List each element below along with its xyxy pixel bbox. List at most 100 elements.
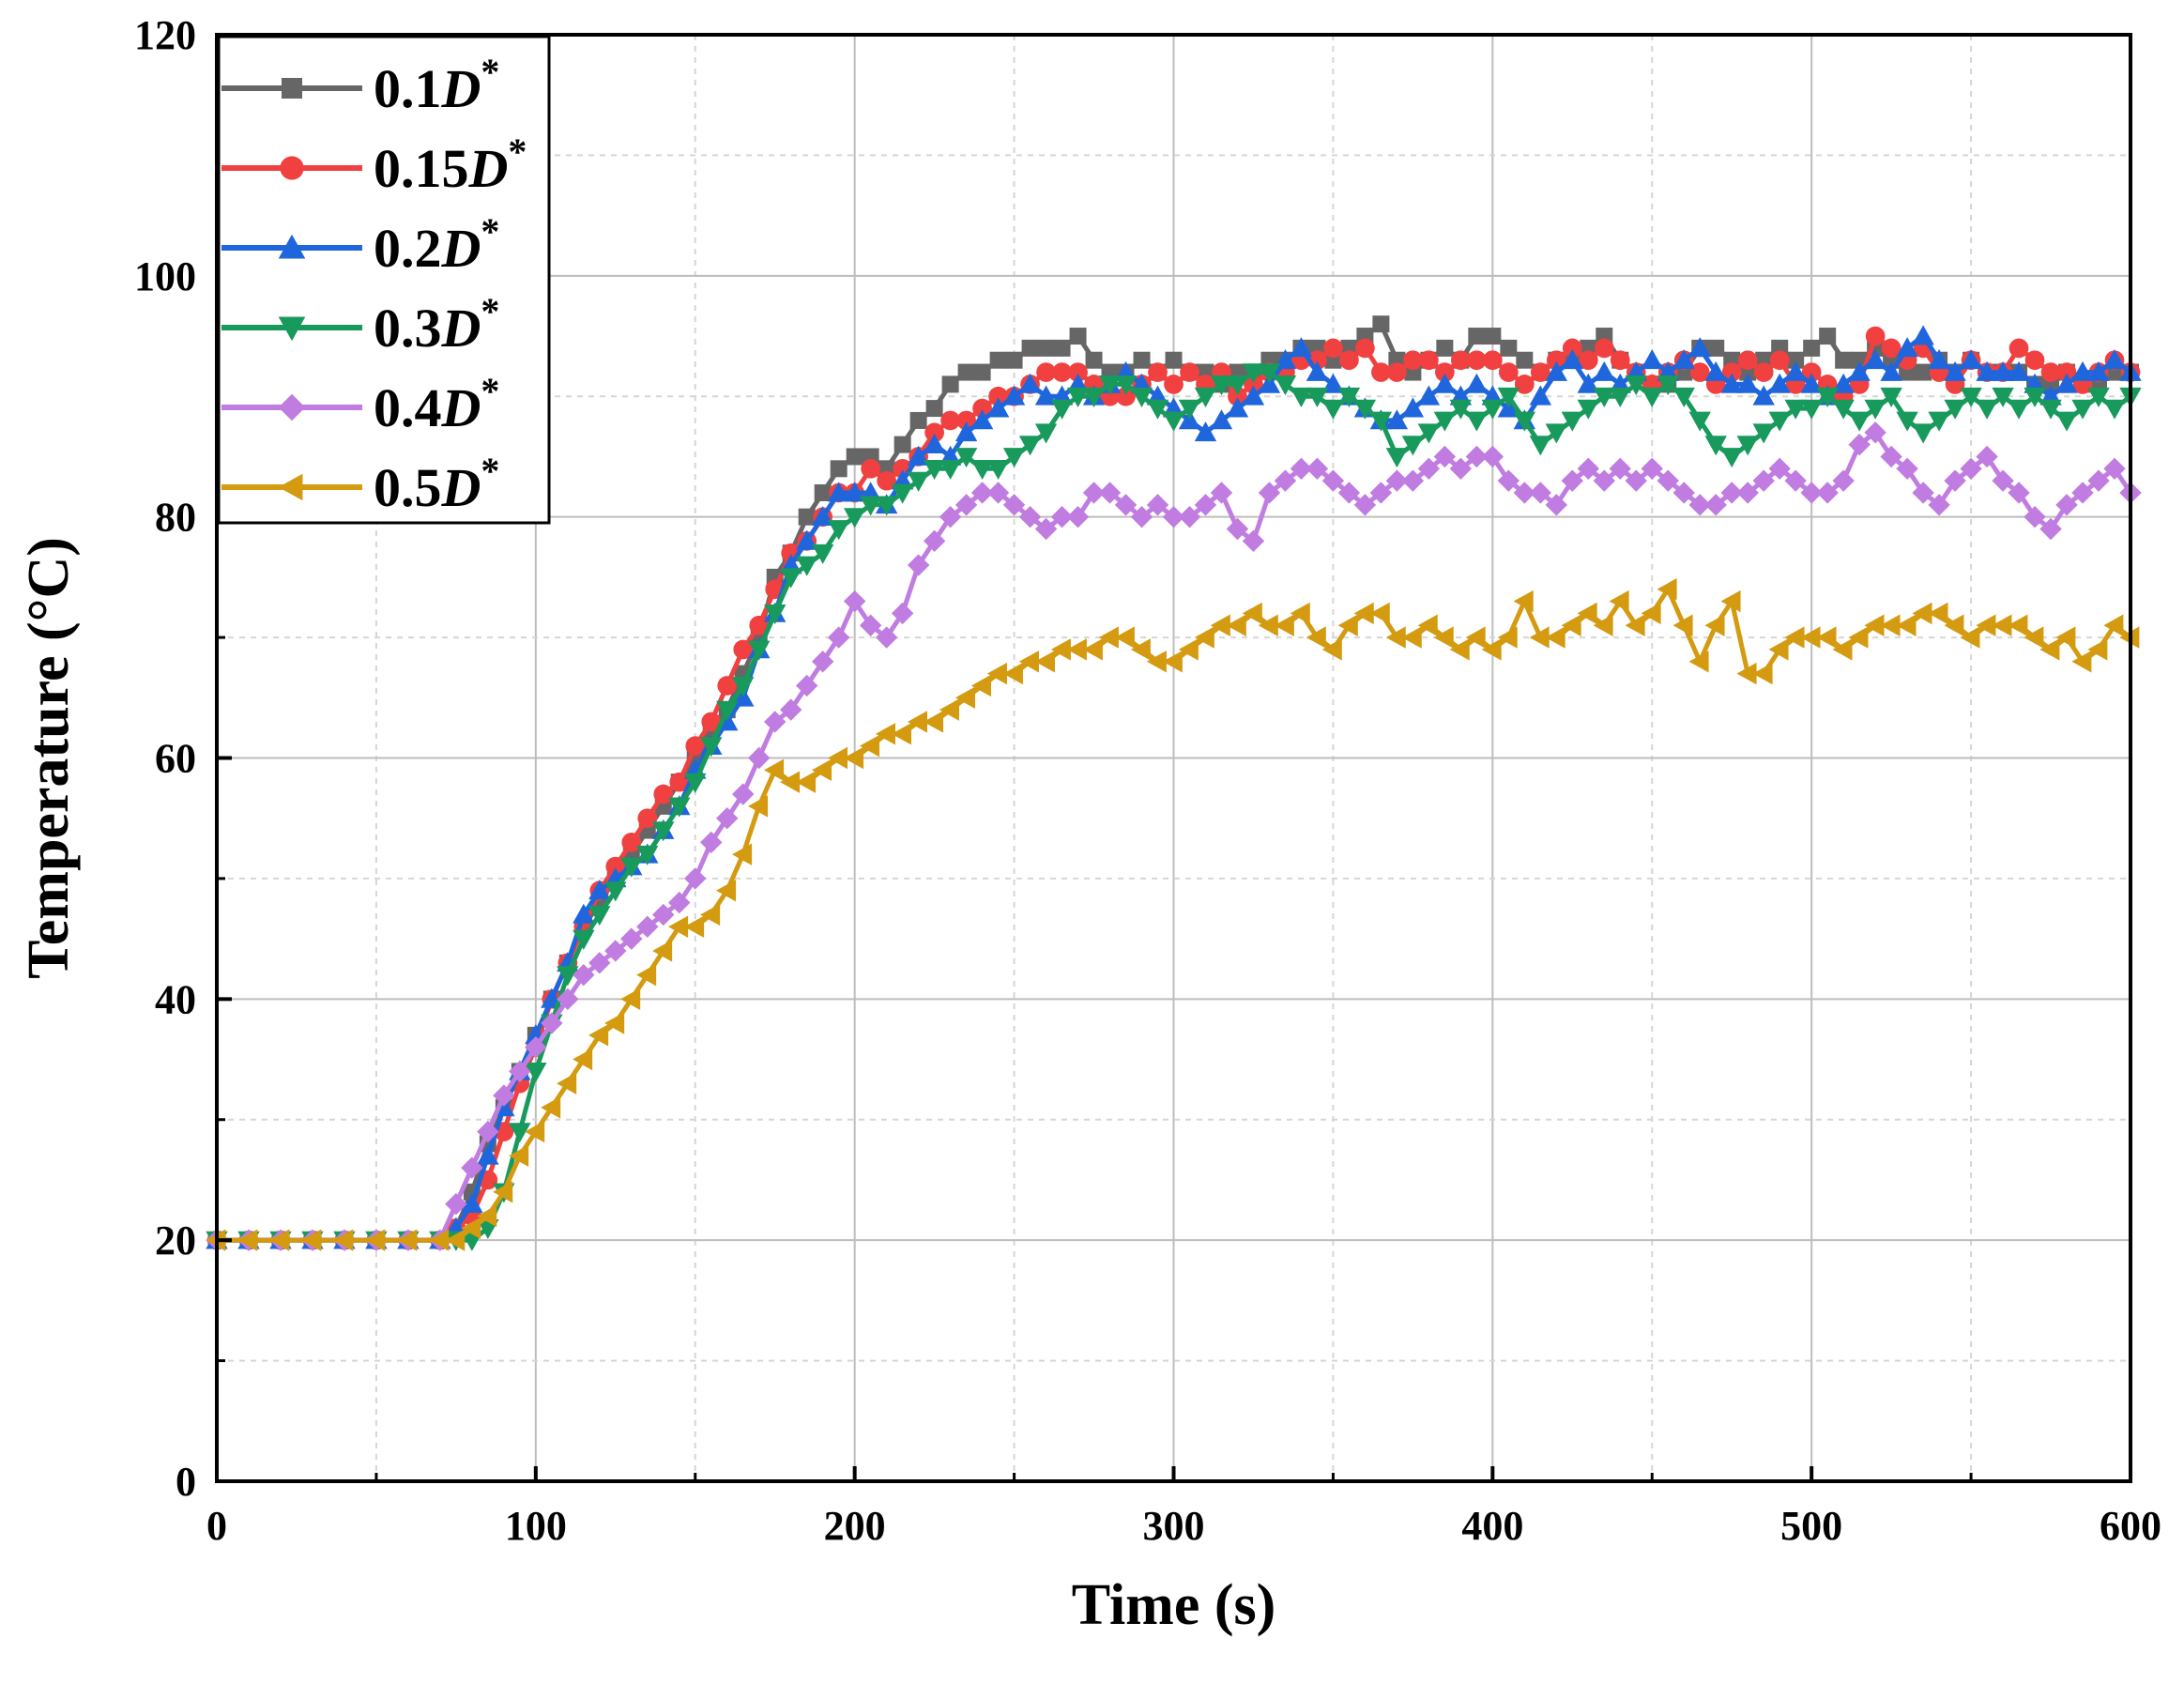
data-point (1018, 651, 1039, 673)
data-point (1321, 469, 1345, 492)
data-point (1178, 638, 1199, 661)
data-point (2008, 399, 2030, 420)
data-point (1641, 387, 1663, 407)
data-point (1864, 421, 1886, 444)
data-point (1036, 362, 1056, 382)
data-point (1098, 375, 1122, 396)
data-point (1848, 411, 1871, 432)
data-point (970, 409, 994, 430)
data-point (843, 508, 866, 528)
data-point (620, 857, 643, 878)
data-point (1976, 399, 1998, 420)
data-point (1545, 494, 1567, 516)
data-point (1242, 529, 1265, 553)
data-point (1226, 397, 1249, 418)
data-point (445, 1229, 466, 1251)
data-point (493, 1181, 513, 1203)
data-point (684, 915, 705, 938)
data-point (1290, 457, 1313, 480)
data-point (2024, 387, 2046, 407)
data-point (1513, 411, 1536, 432)
data-point (237, 1229, 258, 1251)
data-point (1593, 614, 1613, 636)
data-point (477, 1144, 499, 1165)
data-point (1353, 399, 1377, 420)
data-point (1194, 626, 1214, 649)
data-point (1944, 469, 1966, 492)
legend-item: 0.2D* (221, 210, 499, 279)
data-point (1194, 421, 1217, 442)
data-point (1337, 482, 1361, 504)
data-point (1752, 469, 1775, 492)
data-point (2039, 399, 2062, 420)
y-tick-label: 100 (134, 253, 196, 299)
legend-swatch-marker (278, 234, 306, 259)
data-point (1737, 350, 1758, 371)
data-point (1625, 469, 1647, 492)
data-point (1561, 411, 1583, 432)
data-point (1625, 614, 1645, 636)
data-point (573, 963, 595, 987)
data-point (2008, 482, 2030, 504)
data-point (1848, 626, 1869, 649)
data-point (2056, 362, 2077, 382)
data-point (509, 1060, 531, 1083)
data-point (986, 397, 1010, 418)
data-point (1529, 385, 1552, 406)
data-point (2071, 482, 2094, 504)
data-point (830, 460, 848, 478)
data-point (732, 843, 753, 865)
data-point (2103, 457, 2126, 480)
data-point (859, 734, 880, 758)
data-point (2024, 350, 2045, 371)
x-tick-label: 500 (1780, 1503, 1842, 1549)
data-point (1928, 349, 1950, 370)
data-point (1641, 457, 1663, 480)
data-point (2103, 614, 2124, 636)
data-point (1306, 626, 1326, 649)
data-point (1787, 351, 1805, 369)
data-point (1401, 397, 1425, 418)
data-point (1355, 338, 1375, 359)
data-point (1516, 351, 1534, 369)
data-point (1816, 482, 1839, 504)
data-point (923, 459, 946, 480)
data-point (1769, 350, 1790, 371)
data-point (859, 496, 882, 516)
data-point (1672, 614, 1693, 636)
data-point (1707, 339, 1725, 357)
legend-label: 0.15D* (374, 130, 527, 199)
data-point (1896, 614, 1917, 636)
data-point (827, 520, 850, 541)
data-point (1165, 351, 1183, 369)
data-point (972, 398, 992, 419)
data-point (1082, 638, 1103, 661)
data-point (1720, 589, 1741, 613)
data-point (970, 482, 994, 504)
data-point (2008, 360, 2030, 381)
data-point (1800, 626, 1821, 649)
data-point (1912, 482, 1934, 504)
data-point (620, 927, 643, 950)
data-point (1768, 457, 1791, 480)
data-point (1577, 399, 1599, 420)
data-point (1194, 387, 1217, 407)
data-point (509, 1123, 531, 1143)
data-point (1034, 517, 1058, 541)
data-point (1369, 482, 1393, 504)
data-point (1002, 385, 1026, 406)
data-point (604, 1012, 625, 1034)
data-point (701, 712, 722, 732)
data-point (1736, 662, 1757, 685)
data-point (1562, 338, 1582, 359)
data-point (1002, 662, 1023, 685)
data-point (1146, 494, 1169, 516)
data-point (1449, 457, 1473, 480)
data-point (1688, 411, 1711, 432)
data-point (827, 746, 848, 770)
data-point (1114, 626, 1135, 649)
data-point (717, 676, 738, 696)
data-point (2040, 362, 2061, 382)
data-point (1258, 614, 1278, 636)
data-point (477, 1204, 497, 1228)
